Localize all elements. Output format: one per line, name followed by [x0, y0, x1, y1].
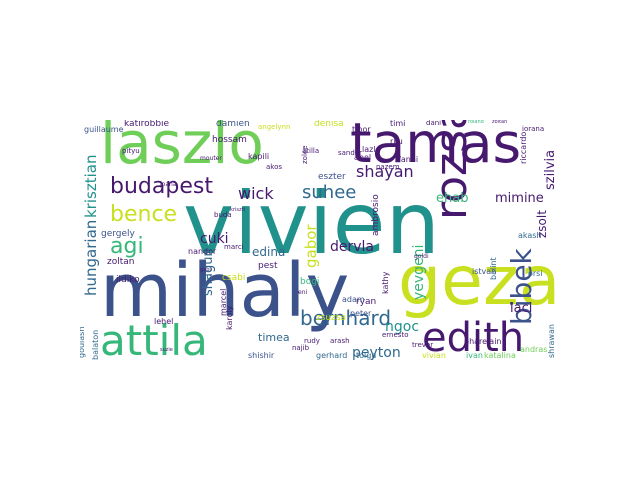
- word-csabi: csabi: [222, 273, 246, 283]
- word-sandor: angelynn: [258, 123, 291, 131]
- word-shrawan: shrawan: [547, 324, 556, 358]
- word-joana: eni: [298, 289, 308, 296]
- word-katirobbie: katirobbie: [124, 120, 170, 129]
- word-riccardo: iorana: [522, 125, 545, 133]
- word-agi: agi: [110, 234, 144, 259]
- word-ildiko: ildiko: [116, 275, 140, 285]
- word-kathy: kathy: [381, 271, 390, 294]
- word-ernesto: najib: [292, 344, 310, 352]
- word-edina: edina: [252, 245, 286, 259]
- word-andras: andras: [520, 345, 548, 354]
- word-attila: attila: [100, 316, 208, 362]
- word-dani: timi: [390, 120, 406, 128]
- word-balint: balint: [489, 257, 498, 280]
- word-gergely: gergely: [101, 229, 135, 239]
- word-bernhard: bernhard: [300, 306, 392, 330]
- word-mimine: mimine: [495, 191, 544, 206]
- word-hungarian: hungarian: [82, 219, 100, 296]
- word-bence: bence: [110, 202, 178, 227]
- word-tamas: tamas: [350, 120, 522, 175]
- word-adam: adam: [342, 295, 365, 304]
- word-fanni: fanni: [398, 155, 419, 164]
- word-nazem: arash: [330, 337, 350, 345]
- word-shishir: shishir: [248, 351, 275, 360]
- word-edith: edith: [422, 315, 525, 361]
- word-ryan: ryan: [356, 297, 377, 307]
- word-timi: lazlo: [362, 145, 381, 154]
- word-ivan: ivan: [466, 351, 483, 360]
- word-nandor: nandor: [188, 247, 217, 256]
- word-najib: trevor: [412, 341, 434, 349]
- word-cuki: cuki: [200, 231, 229, 247]
- word-mihaly: mihaly: [100, 248, 350, 334]
- word-pityu: guillaume: [84, 125, 124, 134]
- word-trevor: nazem: [376, 163, 400, 171]
- word-mouter: zoltan: [492, 120, 508, 125]
- word-riju: tibor: [352, 125, 371, 134]
- word-peter: peter: [350, 309, 372, 318]
- word-iorana: dani: [426, 120, 442, 127]
- word-cloud: vivien mihaly laszlo tamas geza attila e…: [80, 120, 561, 361]
- word-atilla: sandor: [338, 149, 362, 157]
- word-abel: riju: [390, 137, 403, 146]
- word-tolga: tolga: [356, 351, 377, 360]
- word-laszlo: laszlo: [100, 120, 264, 177]
- word-vivien: vivien: [183, 174, 440, 274]
- word-buda: pityu: [122, 147, 140, 155]
- word-pest: pest: [258, 261, 278, 271]
- word-gabi: mouter: [200, 155, 222, 162]
- word-roland: riccardo: [519, 131, 528, 164]
- word-lehel: lehel: [154, 317, 174, 326]
- word-hossam: hossam: [212, 135, 247, 145]
- word-zolee: akos: [266, 163, 283, 171]
- word-eni: marci: [224, 243, 244, 251]
- word-goulash: goulash: [80, 326, 86, 358]
- word-balaton: balaton: [91, 329, 100, 360]
- word-dervla: dervla: [330, 239, 375, 255]
- word-guillaume: roland: [468, 120, 484, 125]
- word-hungary: suzie: [160, 347, 173, 353]
- word-ngoc: ngoc: [385, 319, 420, 335]
- word-akos: buda: [214, 211, 232, 219]
- word-katalina: katalina: [484, 351, 516, 360]
- word-akash: akash: [518, 231, 542, 240]
- word-budapest: budapest: [110, 174, 213, 199]
- word-laci: laci: [510, 301, 533, 316]
- word-suhee: suhee: [302, 182, 357, 203]
- word-geza: geza: [398, 242, 561, 321]
- word-shayan: shayan: [356, 162, 414, 181]
- word-zoltan: zoltan: [107, 257, 135, 267]
- word-vivian: vivian: [422, 351, 446, 360]
- word-karoly: karoly: [225, 305, 234, 330]
- word-kriszti: gabi: [200, 267, 211, 273]
- word-rudy: atilla: [302, 147, 320, 155]
- word-eszter: eszter: [318, 172, 346, 182]
- word-peyton: peyton: [352, 345, 401, 361]
- word-arash: rudy: [304, 337, 320, 345]
- word-marci: goldi: [414, 253, 429, 260]
- word-pharelain: pharelain: [464, 337, 502, 346]
- word-zoltan-2: joana: [160, 181, 177, 188]
- word-krisztian: krisztian: [82, 154, 100, 218]
- word-zsuzsa: zsuzsa: [316, 313, 347, 323]
- word-istvan: istvan: [472, 267, 497, 276]
- word-gerhard: gerhard: [316, 351, 348, 360]
- word-ehab: ehab: [436, 191, 469, 206]
- word-wick: wick: [238, 184, 274, 203]
- word-gabor: gabor: [302, 224, 320, 268]
- word-lazlo: abel: [354, 153, 372, 162]
- word-ambrosio: ambrosio: [371, 194, 381, 236]
- word-denisa: denisa: [314, 120, 344, 129]
- word-szilvia: szilvia: [543, 149, 558, 190]
- word-suzie: kriszti: [230, 207, 245, 213]
- word-timea: timea: [258, 331, 290, 344]
- word-kapili: kapili: [248, 152, 270, 161]
- word-orsi: orsi: [528, 269, 543, 278]
- word-goldi: ernesto: [382, 331, 409, 339]
- word-damien: damien: [216, 120, 250, 129]
- word-bogi: bogi: [300, 277, 320, 287]
